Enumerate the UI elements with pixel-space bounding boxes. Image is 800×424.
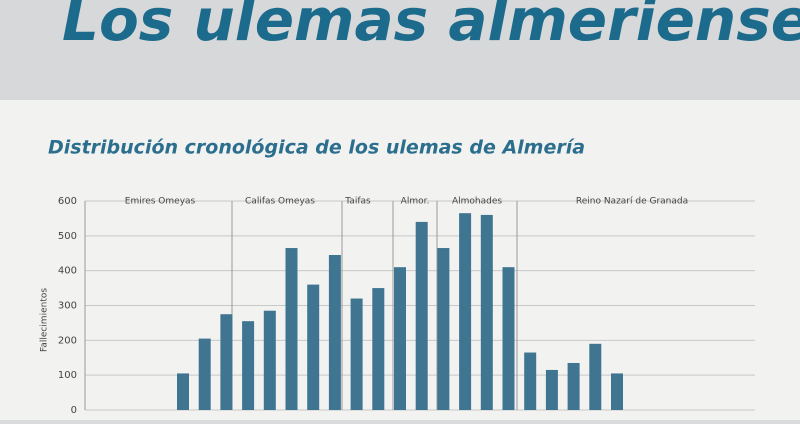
y-tick-label: 600 <box>58 196 77 207</box>
bar <box>611 373 623 410</box>
period-label: Emires Omeyas <box>125 197 196 207</box>
bar <box>437 248 450 410</box>
y-tick-label: 500 <box>58 231 77 242</box>
bar <box>502 267 515 410</box>
bar <box>567 362 580 410</box>
bar <box>350 298 363 410</box>
period-label: Almohades <box>452 197 502 207</box>
bar <box>415 221 428 410</box>
period-label: Taifas <box>344 197 371 207</box>
y-tick-label: 300 <box>58 301 77 312</box>
bar <box>242 321 255 410</box>
period-label: Reino Nazarí de Granada <box>576 197 688 207</box>
bar <box>328 254 341 410</box>
poster-title: Los ulemas almerienses <box>62 0 800 54</box>
bar <box>198 338 211 410</box>
bar <box>459 213 472 410</box>
bar <box>545 369 558 410</box>
bar <box>480 214 493 410</box>
bar <box>589 343 602 410</box>
y-axis-label: Fallecimientos <box>40 288 50 352</box>
chart-title: Distribución cronológica de los ulemas d… <box>48 137 585 159</box>
y-tick-label: 100 <box>58 370 77 381</box>
bar <box>220 314 233 410</box>
period-label: Califas Omeyas <box>245 197 315 207</box>
bar <box>524 352 537 410</box>
bar <box>394 267 406 410</box>
bar <box>177 373 189 410</box>
bar <box>307 284 320 410</box>
y-tick-label: 400 <box>58 266 77 277</box>
bar <box>372 288 385 410</box>
y-tick-label: 0 <box>71 405 77 416</box>
bar <box>263 310 276 410</box>
y-tick-label: 200 <box>58 335 77 346</box>
period-label: Almor. <box>401 197 430 207</box>
bar <box>285 248 298 410</box>
